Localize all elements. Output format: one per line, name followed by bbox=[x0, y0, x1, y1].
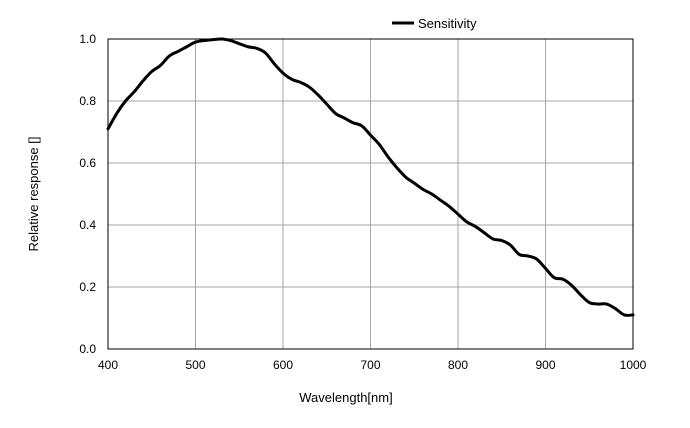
x-tick-label: 400 bbox=[98, 358, 118, 372]
y-tick-label: 0.6 bbox=[79, 156, 96, 170]
series-line-sensitivity bbox=[106, 37, 635, 317]
y-tick-label: 0.0 bbox=[79, 342, 96, 356]
plot-area-border bbox=[107, 38, 634, 350]
y-axis-ticks: 0.0 0.2 0.4 0.6 0.8 1.0 bbox=[79, 32, 96, 356]
x-axis-ticks: 400 500 600 700 800 900 1000 bbox=[98, 358, 647, 372]
x-tick-label: 700 bbox=[360, 358, 380, 372]
x-tick-label: 500 bbox=[185, 358, 205, 372]
x-tick-label: 900 bbox=[535, 358, 555, 372]
y-tick-label: 0.8 bbox=[79, 94, 96, 108]
y-tick-label: 0.4 bbox=[79, 218, 96, 232]
x-tick-label: 1000 bbox=[620, 358, 647, 372]
y-tick-label: 0.2 bbox=[79, 280, 96, 294]
legend: Sensitivity bbox=[392, 16, 477, 31]
series-group bbox=[106, 37, 635, 317]
y-tick-label: 1.0 bbox=[79, 32, 96, 46]
x-tick-label: 800 bbox=[448, 358, 468, 372]
grid-lines bbox=[108, 39, 633, 349]
x-axis-title: Wavelength[nm] bbox=[299, 390, 392, 405]
legend-label-sensitivity: Sensitivity bbox=[418, 16, 477, 31]
y-axis-title: Relative response [] bbox=[26, 137, 41, 252]
x-tick-label: 600 bbox=[273, 358, 293, 372]
